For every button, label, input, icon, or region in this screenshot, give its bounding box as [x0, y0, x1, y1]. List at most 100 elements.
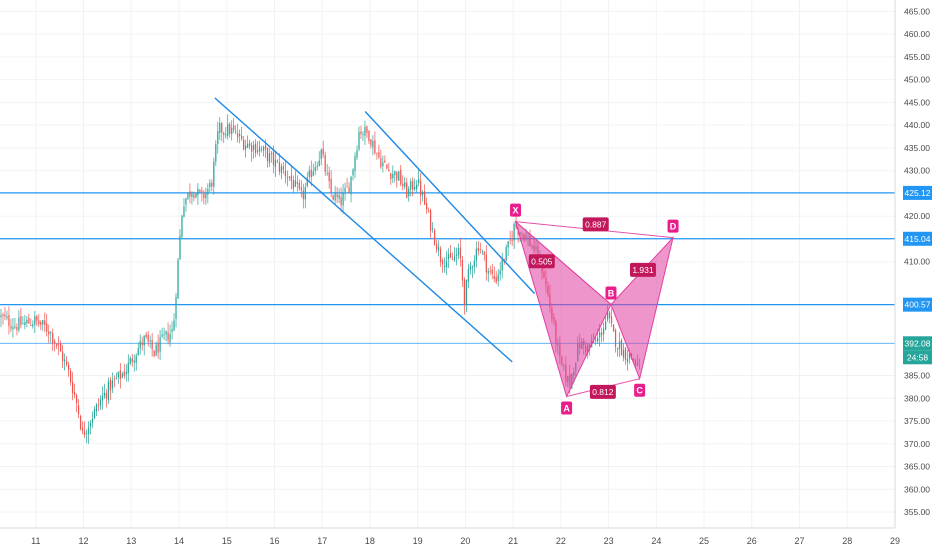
- candle: [455, 247, 458, 266]
- candle-body: [465, 280, 468, 305]
- candle-body: [328, 172, 330, 181]
- candle-body: [87, 427, 90, 435]
- candle-body: [597, 337, 599, 342]
- candle-body: [499, 270, 501, 275]
- candle: [437, 240, 440, 257]
- x-tick-label: 25: [699, 536, 709, 546]
- price-level-label: 415.04: [905, 234, 931, 244]
- candle-body: [6, 316, 8, 318]
- horizontal-levels[interactable]: [0, 192, 895, 344]
- candle: [199, 189, 201, 194]
- candle-body: [374, 140, 376, 154]
- candle: [320, 148, 322, 166]
- trendline[interactable]: [364, 111, 536, 295]
- pattern-triangle-bcd[interactable]: [610, 235, 674, 381]
- candle-body: [183, 206, 185, 217]
- candle: [2, 312, 4, 325]
- candle-body: [314, 167, 316, 171]
- candle: [252, 140, 255, 159]
- candle-body: [266, 148, 269, 162]
- candle-body: [125, 372, 127, 375]
- candle: [26, 316, 28, 328]
- candle: [487, 267, 489, 283]
- candle-body: [81, 428, 84, 431]
- candle: [231, 120, 233, 141]
- candle-body: [390, 173, 392, 180]
- candle-body: [312, 171, 314, 176]
- candle-body: [394, 171, 396, 176]
- ratio-label-bg: [629, 262, 656, 277]
- candle-body: [445, 261, 448, 268]
- candle: [103, 383, 106, 399]
- x-tick-label: 17: [317, 536, 327, 546]
- candle-body: [105, 393, 108, 399]
- x-tick-label: 15: [222, 536, 232, 546]
- candle: [294, 170, 296, 187]
- candle-body: [483, 251, 485, 255]
- candle-body: [461, 259, 464, 281]
- candle-body: [439, 248, 442, 262]
- candle-body: [443, 266, 446, 267]
- candle-body: [139, 340, 141, 349]
- candle: [256, 141, 259, 155]
- candle-body: [119, 370, 121, 379]
- trendlines[interactable]: [214, 97, 536, 363]
- candle: [394, 170, 396, 183]
- candle-body: [171, 329, 173, 332]
- candle-body: [215, 144, 217, 162]
- harmonic-pattern[interactable]: X A B C D 0.505 0.887 1.931 0.812: [510, 203, 679, 415]
- candle: [370, 139, 372, 149]
- candle-body: [225, 134, 227, 136]
- candle: [314, 161, 316, 176]
- ratio-label: 0.505: [531, 256, 553, 266]
- candle: [85, 429, 88, 444]
- candle-body: [511, 239, 513, 241]
- candle-body: [113, 378, 115, 380]
- candle-body: [406, 182, 408, 198]
- ratio-label: 0.887: [585, 219, 607, 229]
- candle: [235, 125, 237, 135]
- candle: [326, 163, 328, 176]
- candle: [32, 320, 34, 329]
- candle: [131, 353, 133, 367]
- candle: [605, 316, 607, 331]
- time-axis[interactable]: 11 12 13 14 15 16 17 18 19 20 21 22 23 24 25 26 27 28 29: [31, 536, 900, 546]
- candle: [292, 175, 294, 194]
- candle-body: [99, 399, 102, 406]
- candle: [601, 327, 603, 343]
- candle-body: [352, 169, 354, 176]
- candle: [280, 163, 283, 180]
- candle: [443, 257, 446, 273]
- candle: [24, 315, 26, 330]
- candle-body: [217, 131, 219, 144]
- candle-body: [491, 269, 493, 274]
- candle: [83, 421, 86, 439]
- candle: [159, 330, 161, 360]
- candle: [30, 318, 32, 326]
- candle-body: [622, 349, 625, 358]
- candle-body: [601, 332, 603, 336]
- candle-body: [165, 330, 167, 335]
- candle-body: [610, 316, 613, 324]
- candle: [141, 336, 143, 351]
- candle-body: [32, 324, 34, 327]
- candle-body: [336, 194, 338, 198]
- pattern-point-label: A: [563, 403, 570, 413]
- price-axis[interactable]: 355.00 360.00 365.00 370.00 375.00 380.00 385.…: [904, 6, 930, 517]
- candle-body: [606, 310, 609, 320]
- pattern-triangle-xab[interactable]: [514, 220, 612, 398]
- candle-body: [241, 136, 243, 140]
- candle-body: [487, 270, 489, 274]
- candle-body: [185, 198, 187, 205]
- candle-body: [193, 194, 195, 198]
- trendline[interactable]: [214, 97, 513, 363]
- candle: [260, 145, 263, 153]
- pattern-point-label: D: [670, 222, 677, 232]
- candle: [173, 313, 175, 332]
- candle-body: [356, 150, 358, 158]
- candle: [209, 179, 211, 193]
- candle-body: [616, 347, 619, 350]
- candle-body: [145, 334, 147, 338]
